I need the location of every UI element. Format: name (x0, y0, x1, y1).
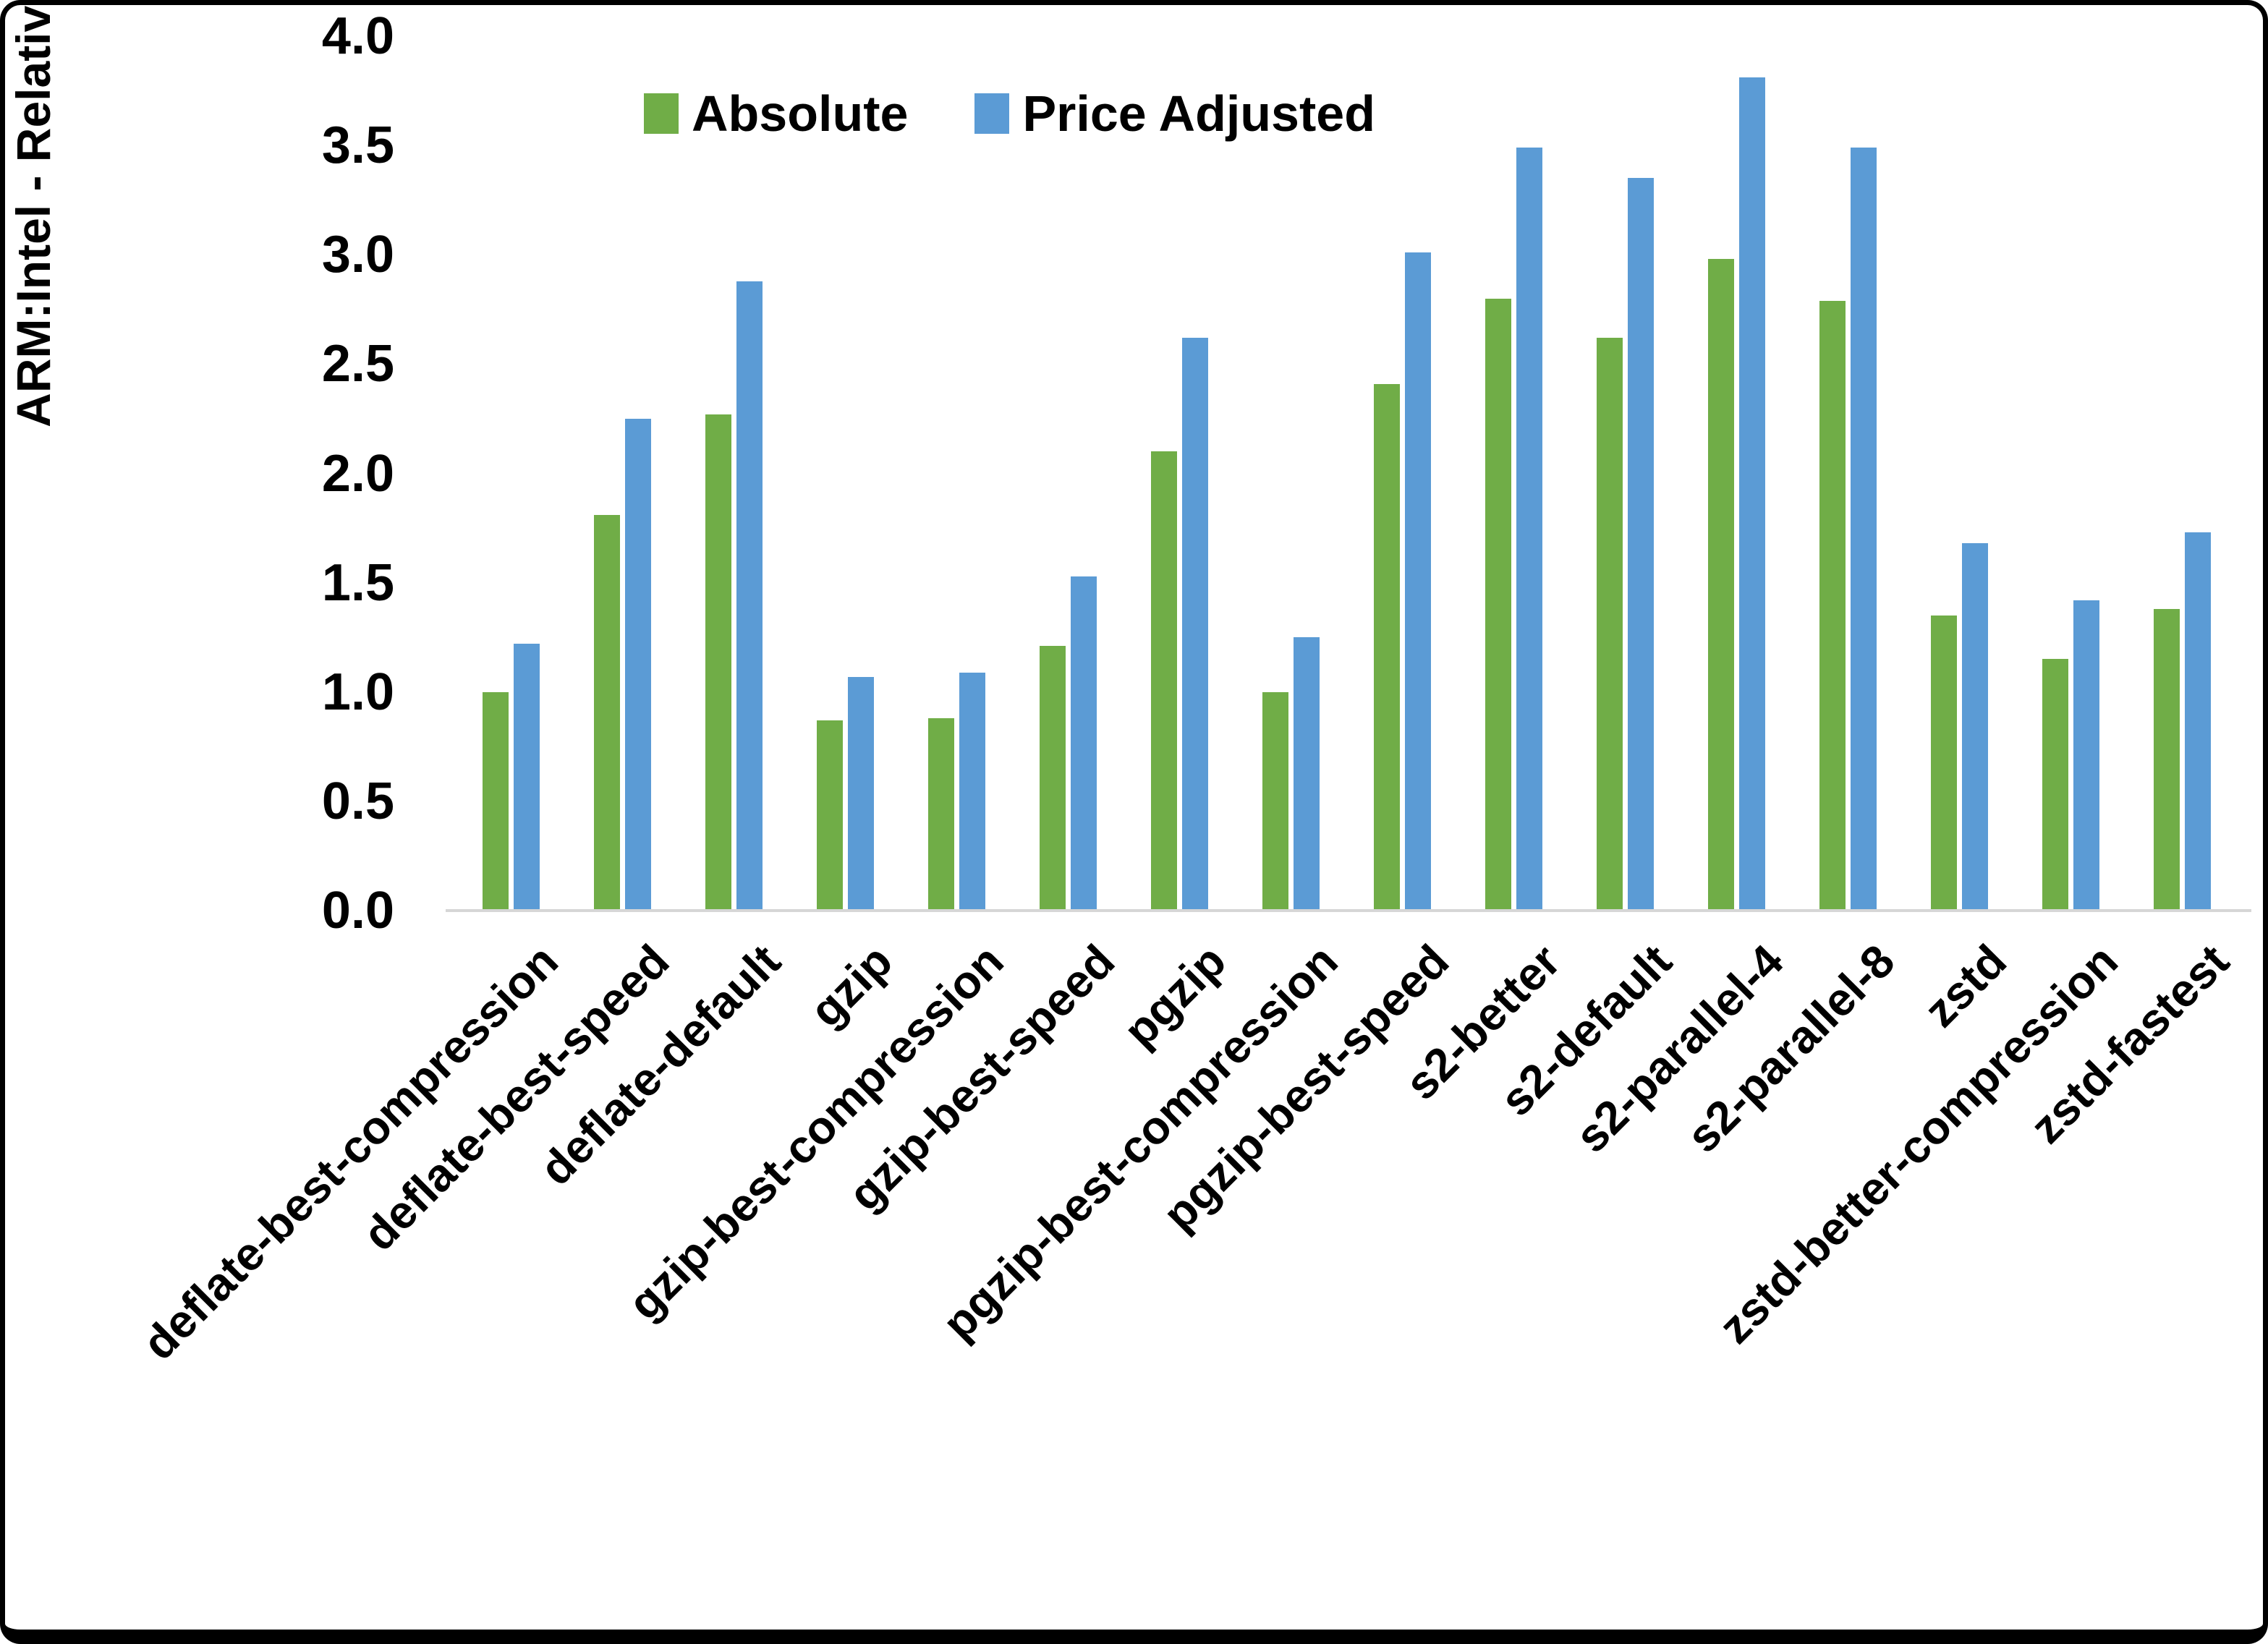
bar-absolute-s2-default (1597, 338, 1623, 911)
bar-price-adjusted-gzip-best-speed (1071, 576, 1097, 911)
bar-absolute-s2-parallel-8 (1819, 301, 1846, 911)
bar-price-adjusted-pgzip-best-compression (1294, 637, 1320, 911)
y-tick-label-0.0: 0.0 (321, 882, 394, 940)
bar-absolute-gzip (817, 720, 843, 911)
bar-price-adjusted-zstd-fastest (2185, 532, 2211, 911)
y-tick-label-2.5: 2.5 (321, 335, 394, 393)
x-axis-label-zstd: zstd (1914, 934, 2016, 1037)
bar-price-adjusted-deflate-best-speed (625, 419, 651, 911)
bar-price-adjusted-deflate-default (736, 281, 763, 911)
bar-absolute-gzip-best-speed (1040, 646, 1066, 911)
x-axis-label-deflate-best-compression: deflate-best-compression (132, 934, 568, 1370)
bar-price-adjusted-s2-parallel-8 (1851, 148, 1877, 911)
legend: Absolute Price Adjusted (644, 88, 1375, 139)
bar-absolute-pgzip-best-compression (1262, 692, 1288, 911)
bar-absolute-zstd (1931, 616, 1957, 911)
bar-price-adjusted-zstd (1962, 543, 1988, 911)
legend-item-price-adjusted: Price Adjusted (974, 88, 1375, 139)
x-axis-line (446, 909, 2251, 912)
bar-absolute-pgzip-best-speed (1374, 384, 1400, 911)
x-axis-label-gzip: gzip (799, 934, 902, 1037)
bar-absolute-gzip-best-compression (928, 718, 954, 911)
y-tick-label-3.0: 3.0 (321, 226, 394, 284)
y-tick-label-3.5: 3.5 (321, 116, 394, 175)
bar-absolute-s2-better (1485, 299, 1511, 911)
legend-swatch-price-adjusted (974, 93, 1010, 134)
legend-label-price-adjusted: Price Adjusted (1022, 85, 1375, 142)
y-tick-label-1.0: 1.0 (321, 663, 394, 721)
y-tick-label-2.0: 2.0 (321, 444, 394, 503)
bar-price-adjusted-gzip (848, 677, 874, 911)
legend-label-absolute: Absolute (692, 85, 909, 142)
bar-absolute-s2-parallel-4 (1708, 259, 1734, 911)
bar-absolute-deflate-best-compression (483, 692, 509, 911)
bar-absolute-zstd-better-compression (2042, 659, 2068, 911)
y-axis-title: ARM:Intel - Relative Performance (7, 0, 60, 427)
bar-price-adjusted-zstd-better-compression (2073, 600, 2099, 911)
y-tick-label-4.0: 4.0 (321, 7, 394, 65)
legend-item-absolute: Absolute (644, 88, 908, 139)
bar-absolute-deflate-default (705, 414, 731, 911)
bar-price-adjusted-s2-parallel-4 (1739, 77, 1765, 911)
bar-absolute-zstd-fastest (2154, 609, 2180, 911)
y-tick-label-1.5: 1.5 (321, 553, 394, 612)
bar-price-adjusted-s2-default (1628, 178, 1654, 911)
legend-swatch-absolute (644, 93, 679, 134)
bar-price-adjusted-pgzip-best-speed (1405, 252, 1431, 911)
bar-price-adjusted-gzip-best-compression (959, 673, 985, 911)
y-tick-label-0.5: 0.5 (321, 772, 394, 830)
bar-price-adjusted-deflate-best-compression (514, 644, 540, 911)
bar-price-adjusted-pgzip (1182, 338, 1208, 911)
bar-absolute-pgzip (1151, 451, 1177, 911)
bar-absolute-deflate-best-speed (594, 515, 620, 911)
bar-price-adjusted-s2-better (1516, 148, 1542, 911)
